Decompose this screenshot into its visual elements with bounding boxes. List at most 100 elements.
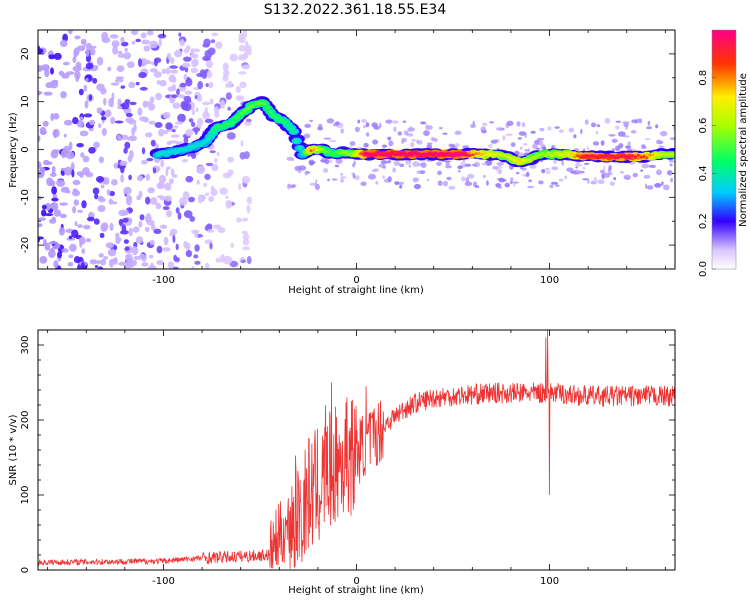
ridge-mark: [660, 154, 663, 157]
noise-blob: [575, 166, 578, 169]
noise-blob: [246, 204, 251, 214]
noise-blob: [184, 90, 193, 95]
ridge-mark: [526, 158, 530, 162]
noise-blob: [166, 140, 172, 146]
noise-blob: [225, 199, 233, 209]
noise-blob: [171, 129, 176, 133]
ridge-mark: [344, 150, 348, 154]
noise-blob: [141, 262, 149, 267]
noise-blob: [241, 217, 249, 222]
colorbar-tick-label: 0.4: [698, 165, 709, 181]
noise-blob: [502, 135, 506, 141]
noise-blob: [244, 40, 249, 49]
noise-blob: [39, 168, 45, 175]
noise-blob: [53, 52, 62, 61]
noise-blob: [192, 127, 201, 133]
noise-blob: [437, 180, 443, 186]
noise-blob: [513, 181, 516, 187]
noise-blob: [549, 184, 552, 189]
noise-blob: [521, 122, 526, 128]
ridge-mark: [596, 156, 600, 160]
spectrogram-y-tick-label: 0: [20, 146, 31, 152]
noise-blob: [174, 49, 183, 58]
noise-blob: [45, 202, 51, 211]
noise-blob: [124, 246, 130, 251]
noise-blob: [555, 184, 560, 187]
noise-blob: [120, 174, 124, 183]
noise-blob: [656, 169, 662, 176]
ridge-mark: [622, 154, 626, 158]
snr-y-tick-label: 200: [20, 410, 31, 429]
ridge-mark: [521, 158, 524, 162]
noise-blob: [106, 189, 111, 196]
ridge-mark: [636, 153, 640, 157]
noise-blob: [654, 183, 662, 188]
ridge-mark: [266, 106, 270, 110]
noise-blob: [85, 62, 94, 70]
noise-blob: [211, 32, 219, 37]
noise-blob: [138, 72, 147, 79]
noise-blob: [97, 266, 104, 269]
noise-blob: [127, 119, 137, 125]
noise-blob: [160, 159, 165, 168]
noise-blob: [50, 67, 54, 75]
noise-blob: [582, 167, 586, 170]
noise-blob: [109, 190, 115, 197]
noise-blob: [172, 235, 176, 243]
ridge-mark: [466, 153, 469, 157]
noise-blob: [68, 141, 73, 151]
noise-blob: [436, 161, 442, 166]
noise-blob: [670, 177, 673, 183]
noise-blob: [496, 161, 505, 166]
noise-blob: [83, 84, 88, 92]
ridge-mark: [605, 154, 608, 158]
ridge-mark: [390, 151, 394, 155]
noise-blob: [72, 117, 79, 125]
noise-blob: [71, 229, 79, 238]
noise-blob: [125, 112, 133, 118]
ridge-mark: [509, 157, 513, 160]
noise-blob: [208, 81, 214, 89]
noise-blob: [331, 178, 338, 181]
noise-blob: [613, 177, 617, 181]
noise-blob: [541, 169, 546, 174]
noise-blob: [289, 157, 295, 161]
noise-blob: [81, 38, 87, 45]
noise-blob: [527, 148, 530, 153]
ridge-mark: [535, 154, 539, 158]
noise-blob: [107, 66, 112, 72]
noise-blob: [196, 95, 203, 102]
ridge-mark: [164, 150, 168, 154]
noise-blob: [89, 119, 96, 126]
noise-blob: [163, 111, 171, 119]
ridge-mark: [494, 153, 498, 157]
noise-blob: [124, 47, 128, 52]
ridge-mark: [321, 147, 325, 151]
noise-blob: [175, 121, 183, 125]
ridge-mark: [648, 153, 652, 157]
noise-blob: [135, 81, 140, 86]
noise-blob: [631, 119, 637, 124]
noise-blob: [183, 95, 192, 102]
noise-blob: [554, 126, 560, 129]
noise-blob: [448, 143, 455, 147]
noise-blob: [110, 99, 114, 108]
noise-blob: [235, 86, 241, 93]
noise-blob: [156, 80, 161, 85]
noise-blob: [202, 55, 211, 61]
noise-blob: [38, 48, 44, 54]
noise-blob: [145, 173, 151, 181]
noise-blob: [52, 79, 59, 84]
noise-blob: [135, 38, 141, 43]
noise-blob: [213, 224, 222, 230]
noise-blob: [44, 68, 50, 78]
noise-blob: [592, 141, 600, 146]
noise-blob: [122, 52, 132, 60]
noise-blob: [66, 237, 76, 241]
noise-blob: [53, 260, 59, 268]
noise-blob: [174, 125, 179, 129]
noise-blob: [145, 132, 153, 138]
noise-blob: [583, 162, 590, 165]
noise-blob: [78, 88, 84, 96]
noise-blob: [74, 221, 78, 227]
